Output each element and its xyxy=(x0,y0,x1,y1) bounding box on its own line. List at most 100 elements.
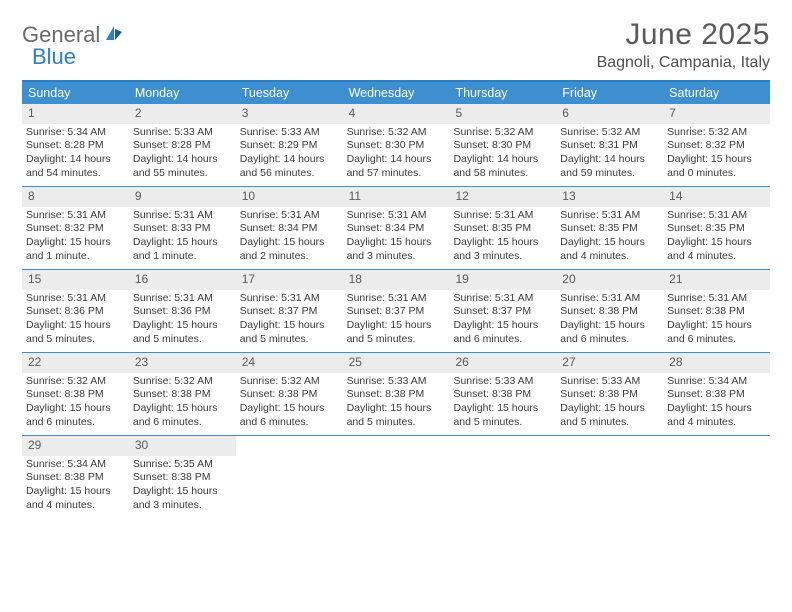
day-body: Sunrise: 5:31 AMSunset: 8:37 PMDaylight:… xyxy=(449,290,556,351)
day-number: 2 xyxy=(129,104,236,124)
day-cell: 16Sunrise: 5:31 AMSunset: 8:36 PMDayligh… xyxy=(129,270,236,352)
day-body: Sunrise: 5:31 AMSunset: 8:35 PMDaylight:… xyxy=(556,207,663,268)
day-cell: 29Sunrise: 5:34 AMSunset: 8:38 PMDayligh… xyxy=(22,436,129,518)
day-d2: and 5 minutes. xyxy=(347,333,446,347)
day-cell: 20Sunrise: 5:31 AMSunset: 8:38 PMDayligh… xyxy=(556,270,663,352)
day-number: 25 xyxy=(343,353,450,373)
day-body: Sunrise: 5:31 AMSunset: 8:35 PMDaylight:… xyxy=(663,207,770,268)
day-sr: Sunrise: 5:31 AM xyxy=(133,209,232,223)
day-cell: 2 Sunrise: 5:33 AMSunset: 8:28 PMDaylight… xyxy=(129,104,236,186)
day-sr: Sunrise: 5:31 AM xyxy=(240,292,339,306)
dow-monday: Monday xyxy=(129,82,236,104)
day-d2: and 6 minutes. xyxy=(560,333,659,347)
day-body: Sunrise: 5:32 AMSunset: 8:32 PMDaylight:… xyxy=(663,124,770,185)
day-d2: and 58 minutes. xyxy=(453,167,552,181)
day-number: 24 xyxy=(236,353,343,373)
dow-saturday: Saturday xyxy=(663,82,770,104)
day-number: 20 xyxy=(556,270,663,290)
day-cell xyxy=(236,436,343,518)
day-body: Sunrise: 5:34 AMSunset: 8:38 PMDaylight:… xyxy=(663,373,770,434)
day-ss: Sunset: 8:28 PM xyxy=(133,139,232,153)
day-body: Sunrise: 5:32 AMSunset: 8:38 PMDaylight:… xyxy=(22,373,129,434)
day-d1: Daylight: 15 hours xyxy=(667,319,766,333)
week-row: 22Sunrise: 5:32 AMSunset: 8:38 PMDayligh… xyxy=(22,353,770,436)
day-ss: Sunset: 8:35 PM xyxy=(667,222,766,236)
day-cell: 27Sunrise: 5:33 AMSunset: 8:38 PMDayligh… xyxy=(556,353,663,435)
day-number: 10 xyxy=(236,187,343,207)
day-sr: Sunrise: 5:31 AM xyxy=(453,292,552,306)
day-d2: and 1 minute. xyxy=(26,250,125,264)
day-d1: Daylight: 15 hours xyxy=(133,236,232,250)
day-d2: and 5 minutes. xyxy=(26,333,125,347)
day-number: 18 xyxy=(343,270,450,290)
day-cell: 23Sunrise: 5:32 AMSunset: 8:38 PMDayligh… xyxy=(129,353,236,435)
day-number: 27 xyxy=(556,353,663,373)
day-sr: Sunrise: 5:31 AM xyxy=(26,209,125,223)
day-sr: Sunrise: 5:32 AM xyxy=(240,375,339,389)
day-cell: 25Sunrise: 5:33 AMSunset: 8:38 PMDayligh… xyxy=(343,353,450,435)
day-d2: and 59 minutes. xyxy=(560,167,659,181)
day-d1: Daylight: 15 hours xyxy=(560,236,659,250)
logo-word-2: Blue xyxy=(32,44,76,70)
day-cell: 8Sunrise: 5:31 AMSunset: 8:32 PMDaylight… xyxy=(22,187,129,269)
day-d1: Daylight: 15 hours xyxy=(26,402,125,416)
day-number: 12 xyxy=(449,187,556,207)
day-body: Sunrise: 5:33 AMSunset: 8:38 PMDaylight:… xyxy=(556,373,663,434)
day-body: Sunrise: 5:33 AMSunset: 8:38 PMDaylight:… xyxy=(449,373,556,434)
day-ss: Sunset: 8:30 PM xyxy=(453,139,552,153)
day-number: 26 xyxy=(449,353,556,373)
day-d1: Daylight: 14 hours xyxy=(347,153,446,167)
day-cell: 3Sunrise: 5:33 AMSunset: 8:29 PMDaylight… xyxy=(236,104,343,186)
calendar: Sunday Monday Tuesday Wednesday Thursday… xyxy=(22,80,770,518)
day-number: 23 xyxy=(129,353,236,373)
day-sr: Sunrise: 5:31 AM xyxy=(26,292,125,306)
day-d2: and 4 minutes. xyxy=(667,416,766,430)
day-sr: Sunrise: 5:33 AM xyxy=(453,375,552,389)
day-cell: 10Sunrise: 5:31 AMSunset: 8:34 PMDayligh… xyxy=(236,187,343,269)
day-sr: Sunrise: 5:33 AM xyxy=(133,126,232,140)
sail-icon xyxy=(104,22,124,48)
day-d2: and 57 minutes. xyxy=(347,167,446,181)
day-cell: 14Sunrise: 5:31 AMSunset: 8:35 PMDayligh… xyxy=(663,187,770,269)
day-ss: Sunset: 8:38 PM xyxy=(560,388,659,402)
day-d2: and 6 minutes. xyxy=(26,416,125,430)
day-body: Sunrise: 5:32 AMSunset: 8:38 PMDaylight:… xyxy=(129,373,236,434)
day-d2: and 2 minutes. xyxy=(240,250,339,264)
day-d2: and 1 minute. xyxy=(133,250,232,264)
dow-tuesday: Tuesday xyxy=(236,82,343,104)
day-ss: Sunset: 8:37 PM xyxy=(453,305,552,319)
day-d1: Daylight: 15 hours xyxy=(240,319,339,333)
day-d2: and 6 minutes. xyxy=(453,333,552,347)
day-number: 9 xyxy=(129,187,236,207)
day-sr: Sunrise: 5:32 AM xyxy=(347,126,446,140)
day-ss: Sunset: 8:38 PM xyxy=(133,471,232,485)
day-ss: Sunset: 8:38 PM xyxy=(453,388,552,402)
dow-thursday: Thursday xyxy=(449,82,556,104)
day-d1: Daylight: 15 hours xyxy=(26,485,125,499)
day-d2: and 4 minutes. xyxy=(560,250,659,264)
day-ss: Sunset: 8:38 PM xyxy=(667,305,766,319)
day-d1: Daylight: 14 hours xyxy=(240,153,339,167)
day-ss: Sunset: 8:37 PM xyxy=(240,305,339,319)
day-sr: Sunrise: 5:33 AM xyxy=(347,375,446,389)
day-body: Sunrise: 5:32 AMSunset: 8:30 PMDaylight:… xyxy=(449,124,556,185)
day-d2: and 4 minutes. xyxy=(26,499,125,513)
day-ss: Sunset: 8:38 PM xyxy=(347,388,446,402)
day-number: 3 xyxy=(236,104,343,124)
day-d1: Daylight: 14 hours xyxy=(133,153,232,167)
day-number: 15 xyxy=(22,270,129,290)
day-cell: 26Sunrise: 5:33 AMSunset: 8:38 PMDayligh… xyxy=(449,353,556,435)
day-ss: Sunset: 8:28 PM xyxy=(26,139,125,153)
day-cell: 22Sunrise: 5:32 AMSunset: 8:38 PMDayligh… xyxy=(22,353,129,435)
day-sr: Sunrise: 5:33 AM xyxy=(560,375,659,389)
day-d1: Daylight: 15 hours xyxy=(667,236,766,250)
day-d2: and 6 minutes. xyxy=(667,333,766,347)
day-d1: Daylight: 15 hours xyxy=(347,319,446,333)
day-body: Sunrise: 5:32 AMSunset: 8:30 PMDaylight:… xyxy=(343,124,450,185)
day-ss: Sunset: 8:34 PM xyxy=(240,222,339,236)
day-cell: 1Sunrise: 5:34 AMSunset: 8:28 PMDaylight… xyxy=(22,104,129,186)
day-d1: Daylight: 15 hours xyxy=(347,236,446,250)
day-d2: and 5 minutes. xyxy=(240,333,339,347)
dow-sunday: Sunday xyxy=(22,82,129,104)
day-number: 21 xyxy=(663,270,770,290)
